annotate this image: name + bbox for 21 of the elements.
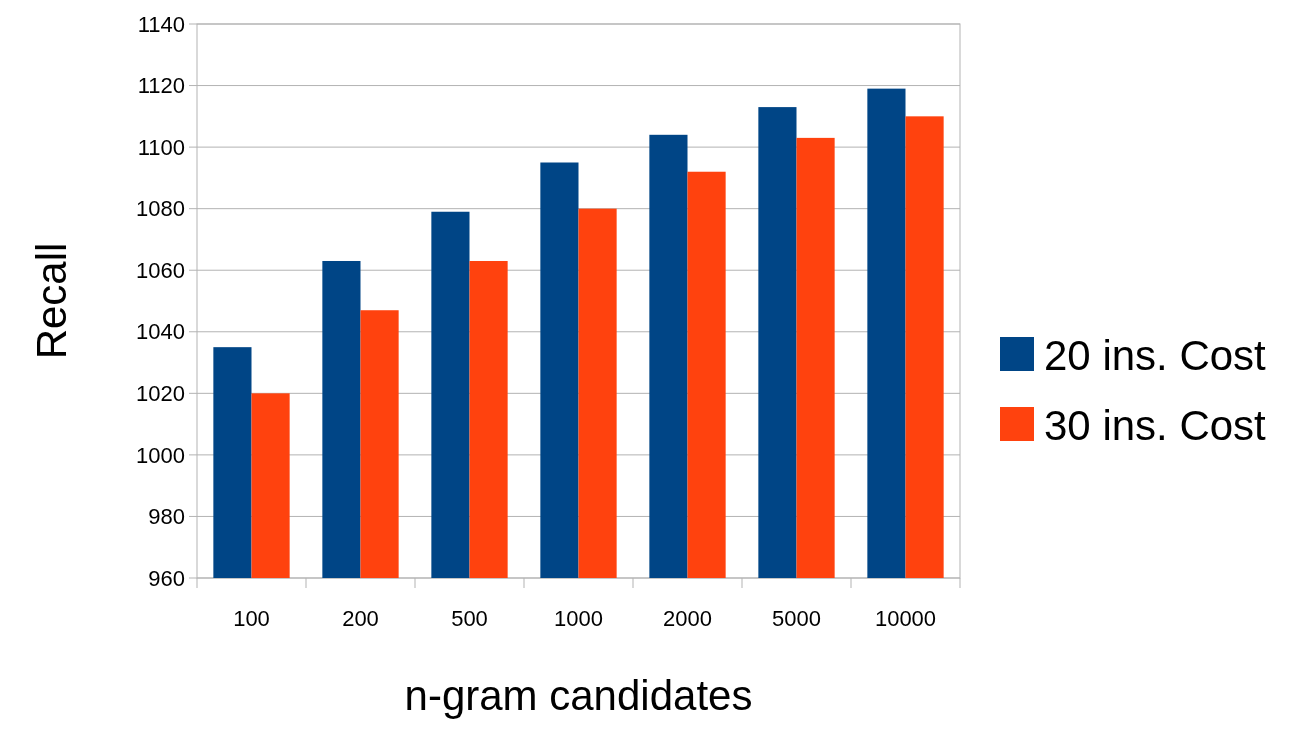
y-tick-label: 1080: [136, 196, 185, 222]
x-tick-label: 1000: [554, 606, 603, 631]
legend-label: 20 ins. Cost: [1044, 331, 1267, 379]
y-tick-label: 1000: [136, 442, 185, 468]
y-tick-label: 980: [148, 504, 185, 530]
y-tick-label: 1060: [136, 257, 185, 283]
y-tick-label: 960: [148, 565, 185, 591]
x-axis-title: n-gram candidates: [404, 672, 753, 719]
y-tick-label: 1040: [136, 319, 185, 345]
x-tick-label: 500: [451, 606, 488, 631]
legend-label: 30 ins. Cost: [1044, 401, 1267, 449]
x-tick-label: 200: [342, 606, 379, 631]
y-tick-label: 1100: [137, 134, 185, 160]
y-axis-title: Recall: [28, 242, 75, 360]
x-tick-label: 2000: [663, 606, 712, 631]
x-tick-label: 10000: [874, 606, 937, 631]
x-tick-label: 5000: [772, 606, 821, 631]
y-tick-label: 1020: [136, 381, 185, 407]
y-tick-label: 1140: [137, 11, 185, 37]
x-tick-label: 100: [233, 606, 270, 631]
y-tick-label: 1120: [137, 73, 185, 99]
